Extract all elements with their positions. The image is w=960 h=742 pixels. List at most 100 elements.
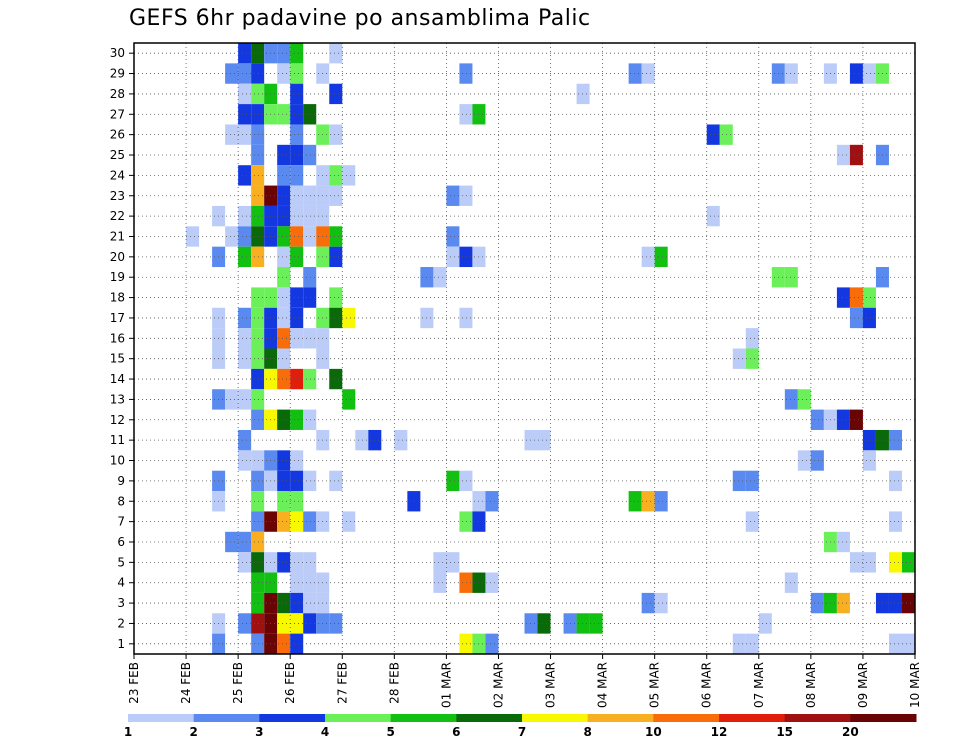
colorbar-label: 1 (124, 725, 132, 739)
heatmap-cell (251, 389, 265, 410)
y-tick-label: 10 (110, 454, 125, 468)
heatmap-cell (238, 389, 252, 410)
heatmap-cell (329, 185, 343, 206)
heatmap-cell (706, 205, 720, 227)
heatmap-cell (329, 287, 343, 308)
heatmap-cell (238, 552, 252, 573)
heatmap-cell (277, 592, 291, 614)
heatmap-cell (277, 348, 291, 369)
heatmap-cell (745, 328, 759, 349)
heatmap-cell (290, 409, 304, 430)
heatmap-cell (290, 83, 304, 105)
heatmap-cell (303, 552, 317, 573)
heatmap-cell (836, 144, 850, 166)
heatmap-cell (862, 287, 876, 308)
heatmap-cell (251, 307, 265, 329)
y-tick-label: 6 (117, 535, 125, 549)
heatmap-cell (277, 246, 291, 268)
heatmap-cell (654, 246, 668, 268)
colorbar-swatch (850, 714, 917, 722)
heatmap-cell (836, 287, 850, 308)
heatmap-cell (290, 572, 304, 593)
heatmap-cell (459, 185, 473, 206)
heatmap-cell (329, 307, 343, 329)
y-tick-label: 16 (110, 331, 125, 345)
heatmap-cell (745, 511, 759, 532)
heatmap-cell (303, 511, 317, 532)
heatmap-cell (238, 613, 252, 634)
colorbar-label: 20 (842, 725, 859, 739)
y-tick-label: 8 (117, 494, 125, 508)
heatmap-cell (459, 104, 473, 125)
heatmap-cell (303, 226, 317, 247)
heatmap-cell (251, 83, 265, 105)
heatmap-cell (225, 63, 239, 84)
heatmap-cell (862, 450, 876, 471)
heatmap-cell (459, 572, 473, 593)
heatmap-cell (290, 328, 304, 349)
heatmap-cell (849, 63, 863, 84)
heatmap-cell (277, 409, 291, 430)
heatmap-cell (459, 470, 473, 492)
colorbar-swatch (587, 714, 654, 722)
colorbar-swatch (128, 714, 195, 722)
y-tick-label: 2 (117, 616, 125, 630)
x-tick-label: 25 FEB (231, 662, 245, 704)
colorbar-label: 7 (518, 725, 526, 739)
heatmap-cell (290, 450, 304, 471)
y-tick-label: 22 (110, 209, 125, 223)
heatmap-cell (849, 287, 863, 308)
y-tick-label: 27 (110, 107, 125, 121)
heatmap-cell (186, 226, 200, 247)
heatmap-cell (485, 572, 499, 593)
y-tick-label: 24 (110, 168, 125, 182)
y-tick-label: 15 (110, 352, 125, 366)
heatmap-cell (225, 531, 239, 553)
heatmap-cell (732, 348, 746, 369)
x-tick-label: 03 MAR (544, 662, 558, 708)
y-tick-label: 14 (110, 372, 125, 386)
heatmap-cell (277, 511, 291, 532)
heatmap-cell (355, 429, 369, 451)
heatmap-cell (277, 144, 291, 166)
heatmap-cell (888, 429, 902, 451)
heatmap-cell (303, 287, 317, 308)
heatmap-cell (303, 205, 317, 227)
heatmap-cell (251, 104, 265, 125)
colorbar-swatch (522, 714, 589, 722)
colorbar-label: 2 (189, 725, 197, 739)
colorbar-swatch (193, 714, 260, 722)
y-tick-label: 9 (117, 474, 125, 488)
y-tick-label: 11 (110, 433, 125, 447)
heatmap-cell (251, 226, 265, 247)
heatmap-cell (238, 450, 252, 471)
heatmap-cell (459, 246, 473, 268)
heatmap-cell (888, 552, 902, 573)
heatmap-cell (251, 491, 265, 512)
plot-frame (133, 42, 916, 655)
y-tick-label: 1 (117, 637, 125, 651)
heatmap-cell (862, 307, 876, 329)
heatmap-cell (303, 572, 317, 593)
heatmap-cell (433, 552, 447, 573)
heatmap-cell (706, 124, 720, 145)
heatmap-cell (238, 124, 252, 145)
heatmap-cell (329, 246, 343, 268)
heatmap-cell (277, 613, 291, 634)
heatmap-cell (459, 511, 473, 532)
heatmap-cell (251, 144, 265, 166)
heatmap-cell (849, 144, 863, 166)
heatmap-cell (797, 450, 811, 471)
heatmap-cell (251, 185, 265, 206)
heatmap-cell (277, 63, 291, 84)
colorbar-label: 5 (386, 725, 394, 739)
x-tick-label: 02 MAR (491, 662, 505, 708)
heatmap-cell (290, 104, 304, 125)
heatmap-cell (784, 389, 798, 410)
heatmap-cell (251, 348, 265, 369)
heatmap-cell (225, 389, 239, 410)
heatmap-cell (628, 491, 642, 512)
heatmap-cell (641, 592, 655, 614)
y-tick-label: 13 (110, 392, 125, 406)
heatmap-cell (251, 205, 265, 227)
